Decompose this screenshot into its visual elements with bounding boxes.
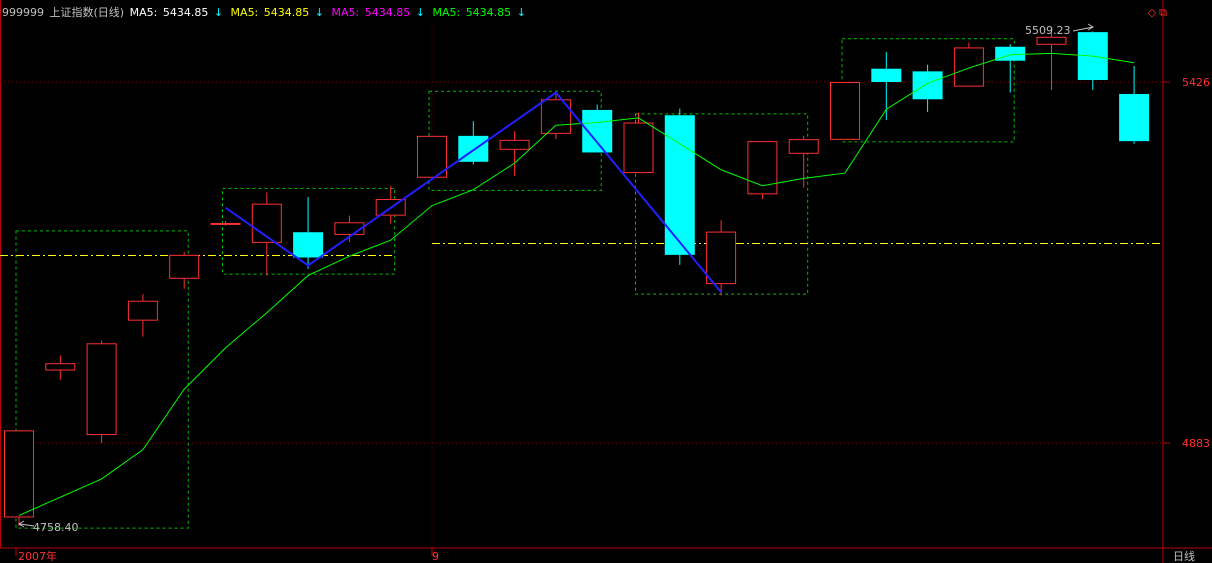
candle-6[interactable] <box>251 192 282 276</box>
down-arrow-icon: ↓ <box>415 6 425 19</box>
indicator-ma5-2[interactable]: MA5: 5434.85 ↓ <box>231 6 330 19</box>
stock-code: 999999 <box>2 6 44 19</box>
candle-body <box>953 47 984 87</box>
high-arrow-icon <box>1072 23 1094 32</box>
y-tick-label-upper: 5426 <box>1182 76 1210 89</box>
candle-0[interactable] <box>4 430 34 526</box>
indicator-label: MA5: <box>129 6 158 19</box>
down-arrow-icon: ↓ <box>314 6 324 19</box>
candle-15[interactable] <box>623 112 654 174</box>
candle-body <box>417 135 447 178</box>
zigzag-line <box>224 91 722 293</box>
candle-19[interactable] <box>788 135 819 188</box>
candle-body <box>4 430 34 518</box>
candle-body <box>169 254 200 279</box>
candle-2[interactable] <box>86 340 117 443</box>
candle-3[interactable] <box>127 294 158 337</box>
down-arrow-icon: ↓ <box>213 6 224 19</box>
diamond-icon[interactable]: ◇ <box>1147 6 1160 19</box>
candle-27[interactable] <box>1119 66 1150 144</box>
zone-box-1 <box>222 187 396 275</box>
candle-body <box>1036 36 1067 45</box>
indicator-value: 5434.85 <box>263 6 310 19</box>
candle-4[interactable] <box>169 252 200 289</box>
indicator-label: MA5: <box>230 6 259 19</box>
candle-body <box>1119 93 1150 142</box>
ma5-line <box>18 52 1135 516</box>
down-arrow-icon: ↓ <box>516 6 526 19</box>
candle-body <box>623 122 654 174</box>
x-axis-label-year: 2007年 <box>18 549 57 563</box>
indicator-label: MA5: <box>432 6 461 19</box>
candle-body <box>788 139 819 154</box>
low-price-label: 4758.40 <box>33 521 79 534</box>
candle-body <box>664 115 695 255</box>
indicator-value: 5434.85 <box>364 6 411 19</box>
candle-18[interactable] <box>747 141 778 200</box>
candle-7[interactable] <box>293 197 324 269</box>
candle-body <box>127 300 158 321</box>
indicator-value: 5434.85 <box>465 6 512 19</box>
candle-body <box>499 139 530 150</box>
stock-name: 上证指数(日线) <box>49 6 125 19</box>
candle-body <box>747 141 778 195</box>
candle-body <box>86 343 117 436</box>
indicator-label: MA5: <box>331 6 360 19</box>
candle-body <box>334 222 365 235</box>
zone-box-0 <box>15 230 189 529</box>
candle-body <box>912 71 943 100</box>
indicator-value: 5434.85 <box>162 6 209 19</box>
y-tick-label-lower: 4883 <box>1182 437 1210 450</box>
candle-24[interactable] <box>995 44 1026 93</box>
chart-header: 999999 上证指数(日线) MA5: 5434.85 ↓ MA5: 5434… <box>2 5 530 21</box>
candle-5[interactable] <box>210 220 241 226</box>
indicator-ma5-4[interactable]: MA5: 5434.85 ↓ <box>432 6 527 19</box>
candle-body <box>45 363 76 371</box>
x-axis-label-month: 9 <box>432 550 439 563</box>
candle-body <box>706 231 737 285</box>
candle-25[interactable] <box>1036 26 1067 90</box>
candle-10[interactable] <box>417 135 447 178</box>
candle-22[interactable] <box>912 64 943 112</box>
candle-1[interactable] <box>45 355 76 380</box>
indicator-ma5-3[interactable]: MA5: 5434.85 ↓ <box>332 6 431 19</box>
candle-23[interactable] <box>953 42 984 87</box>
low-arrow-icon <box>18 520 35 528</box>
candle-body <box>293 232 324 258</box>
indicator-ma5-1[interactable]: MA5: 5434.85 ↓ <box>130 6 229 19</box>
candle-body <box>210 222 241 225</box>
candle-9[interactable] <box>375 185 406 224</box>
candle-body <box>871 68 902 82</box>
candle-20[interactable] <box>830 82 860 140</box>
candle-17[interactable] <box>706 220 737 296</box>
candle-26[interactable] <box>1077 31 1108 90</box>
candle-body <box>830 82 860 140</box>
high-price-label: 5509.23 <box>1025 24 1071 37</box>
period-label[interactable]: 日线 <box>1173 549 1195 563</box>
candle-21[interactable] <box>871 52 902 120</box>
